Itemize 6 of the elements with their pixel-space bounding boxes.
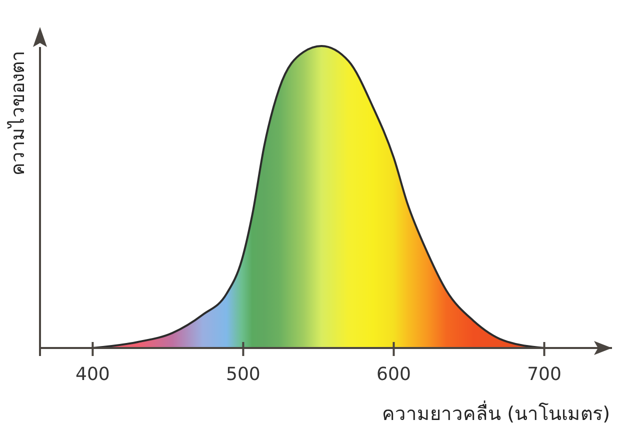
x-axis-title: ความยาวคลื่น (นาโนเมตร) bbox=[382, 400, 610, 425]
x-tick-label: 600 bbox=[376, 364, 411, 385]
x-tick-label: 700 bbox=[527, 364, 562, 385]
x-tick-label: 500 bbox=[226, 364, 260, 385]
x-tick-label: 400 bbox=[76, 364, 110, 385]
y-axis-title: ความไวของตา bbox=[7, 50, 29, 176]
